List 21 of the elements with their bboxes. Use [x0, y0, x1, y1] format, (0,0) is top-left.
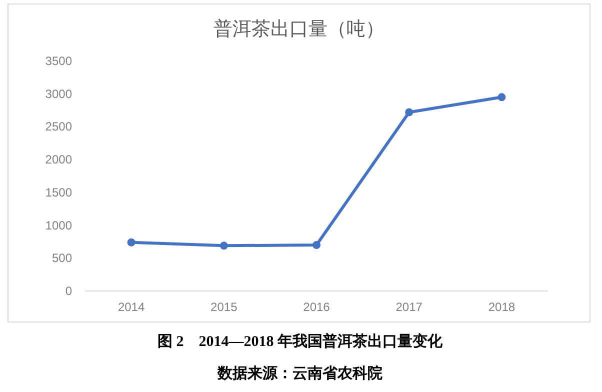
- annotation: 数据来源：云南省农科院: [218, 366, 382, 382]
- y-tick-label: 500: [52, 251, 72, 266]
- y-tick-label: 3000: [45, 86, 72, 101]
- x-tick-label: 2016: [303, 300, 330, 314]
- point: [498, 93, 506, 102]
- y-tick-label: 2000: [45, 152, 72, 167]
- y-tick-label: 2500: [45, 120, 72, 134]
- y-tick-label: 1500: [45, 185, 72, 200]
- y-tick-label: 0: [65, 284, 72, 298]
- x-tick-label: 2017: [396, 300, 423, 314]
- annotation: 图 2 2014—2018 年我国普洱茶出口量变化: [158, 334, 442, 350]
- title: 普洱茶出口量（吨）: [214, 19, 384, 40]
- y-tick-label: 3500: [45, 54, 72, 68]
- point: [220, 242, 228, 250]
- x-tick-label: 2014: [118, 300, 145, 314]
- x-tick-label: 2018: [488, 300, 516, 314]
- x-tick-label: 2015: [210, 300, 238, 314]
- point: [312, 241, 320, 249]
- point: [405, 108, 414, 116]
- y-tick-label: 1000: [45, 218, 72, 232]
- point: [127, 238, 136, 246]
